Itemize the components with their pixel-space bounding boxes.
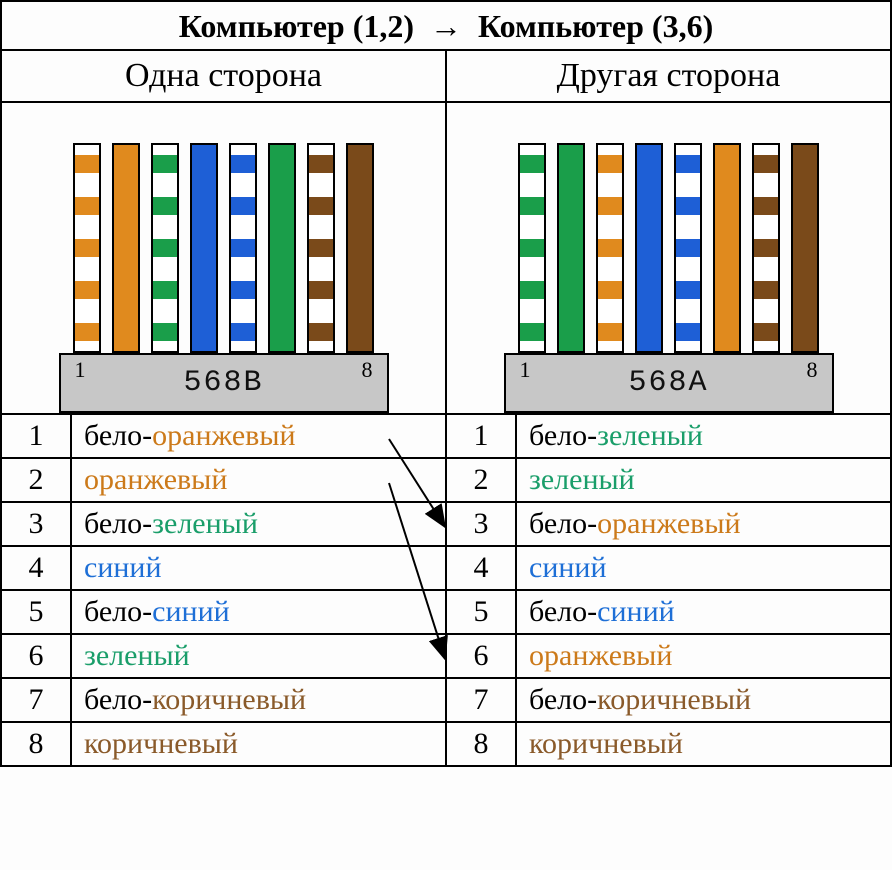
wire-1 bbox=[73, 143, 101, 353]
wire-8 bbox=[791, 143, 819, 353]
pin8-label-left: 8 bbox=[362, 357, 373, 383]
table-row: 8коричневый8коричневый bbox=[2, 723, 890, 765]
pin1-label-left: 1 bbox=[75, 357, 86, 383]
title-arrow: → bbox=[430, 8, 462, 44]
title-left: Компьютер (1,2) bbox=[179, 8, 414, 44]
row-desc-right: синий bbox=[517, 547, 890, 589]
subheader-left: Одна сторона bbox=[2, 51, 447, 101]
row-num-right: 6 bbox=[447, 635, 517, 677]
row-num-right: 4 bbox=[447, 547, 517, 589]
row-desc-right: бело-зеленый bbox=[517, 415, 890, 457]
row-desc-right: бело-оранжевый bbox=[517, 503, 890, 545]
wire-8 bbox=[346, 143, 374, 353]
table-row: 4синий4синий bbox=[2, 547, 890, 591]
wire-6 bbox=[713, 143, 741, 353]
row-num-right: 5 bbox=[447, 591, 517, 633]
row-desc-left: бело-синий bbox=[72, 591, 447, 633]
wire-3 bbox=[596, 143, 624, 353]
row-num-right: 3 bbox=[447, 503, 517, 545]
wire-2 bbox=[112, 143, 140, 353]
row-num-left: 3 bbox=[2, 503, 72, 545]
subheader-right: Другая сторона bbox=[447, 51, 890, 101]
wire-7 bbox=[752, 143, 780, 353]
pin1-label-right: 1 bbox=[520, 357, 531, 383]
row-desc-right: бело-синий bbox=[517, 591, 890, 633]
wire-4 bbox=[190, 143, 218, 353]
table-row: 5бело-синий5бело-синий bbox=[2, 591, 890, 635]
row-num-left: 1 bbox=[2, 415, 72, 457]
wire-5 bbox=[674, 143, 702, 353]
row-num-left: 5 bbox=[2, 591, 72, 633]
wire-table: 1бело-оранжевый1бело-зеленый2оранжевый2з… bbox=[2, 415, 890, 765]
row-desc-right: оранжевый bbox=[517, 635, 890, 677]
row-desc-left: коричневый bbox=[72, 723, 447, 765]
table-row: 7бело-коричневый7бело-коричневый bbox=[2, 679, 890, 723]
row-desc-right: бело-коричневый bbox=[517, 679, 890, 721]
wire-7 bbox=[307, 143, 335, 353]
standard-label-left: 568B bbox=[183, 366, 263, 400]
row-desc-left: бело-зеленый bbox=[72, 503, 447, 545]
pin8-label-right: 8 bbox=[807, 357, 818, 383]
row-num-left: 4 bbox=[2, 547, 72, 589]
table-row: 2оранжевый2зеленый bbox=[2, 459, 890, 503]
row-desc-left: оранжевый bbox=[72, 459, 447, 501]
table-row: 3бело-зеленый3бело-оранжевый bbox=[2, 503, 890, 547]
connector-left-cell: 1 568B 8 bbox=[2, 103, 447, 413]
connector-568b: 1 568B 8 bbox=[59, 143, 389, 413]
row-desc-left: бело-оранжевый bbox=[72, 415, 447, 457]
row-num-left: 6 bbox=[2, 635, 72, 677]
wire-5 bbox=[229, 143, 257, 353]
row-num-right: 8 bbox=[447, 723, 517, 765]
plug-left: 1 568B 8 bbox=[59, 353, 389, 413]
connector-568a: 1 568A 8 bbox=[504, 143, 834, 413]
connector-diagram-row: 1 568B 8 1 568A 8 bbox=[2, 103, 890, 415]
row-num-left: 2 bbox=[2, 459, 72, 501]
row-num-right: 7 bbox=[447, 679, 517, 721]
row-num-left: 7 bbox=[2, 679, 72, 721]
title-right: Компьютер (3,6) bbox=[478, 8, 713, 44]
row-desc-right: зеленый bbox=[517, 459, 890, 501]
standard-label-right: 568A bbox=[628, 366, 708, 400]
row-num-left: 8 bbox=[2, 723, 72, 765]
connector-right-cell: 1 568A 8 bbox=[447, 103, 890, 413]
wire-6 bbox=[268, 143, 296, 353]
subheader-row: Одна сторона Другая сторона bbox=[2, 51, 890, 103]
row-desc-left: бело-коричневый bbox=[72, 679, 447, 721]
plug-right: 1 568A 8 bbox=[504, 353, 834, 413]
wire-1 bbox=[518, 143, 546, 353]
wire-4 bbox=[635, 143, 663, 353]
wire-2 bbox=[557, 143, 585, 353]
row-desc-left: зеленый bbox=[72, 635, 447, 677]
wires-left bbox=[59, 143, 389, 353]
table-row: 6зеленый6оранжевый bbox=[2, 635, 890, 679]
row-desc-right: коричневый bbox=[517, 723, 890, 765]
row-desc-left: синий bbox=[72, 547, 447, 589]
row-num-right: 2 bbox=[447, 459, 517, 501]
pinout-diagram: Компьютер (1,2) → Компьютер (3,6) Одна с… bbox=[0, 0, 892, 767]
row-num-right: 1 bbox=[447, 415, 517, 457]
table-row: 1бело-оранжевый1бело-зеленый bbox=[2, 415, 890, 459]
wires-right bbox=[504, 143, 834, 353]
wire-3 bbox=[151, 143, 179, 353]
title-row: Компьютер (1,2) → Компьютер (3,6) bbox=[2, 2, 890, 51]
